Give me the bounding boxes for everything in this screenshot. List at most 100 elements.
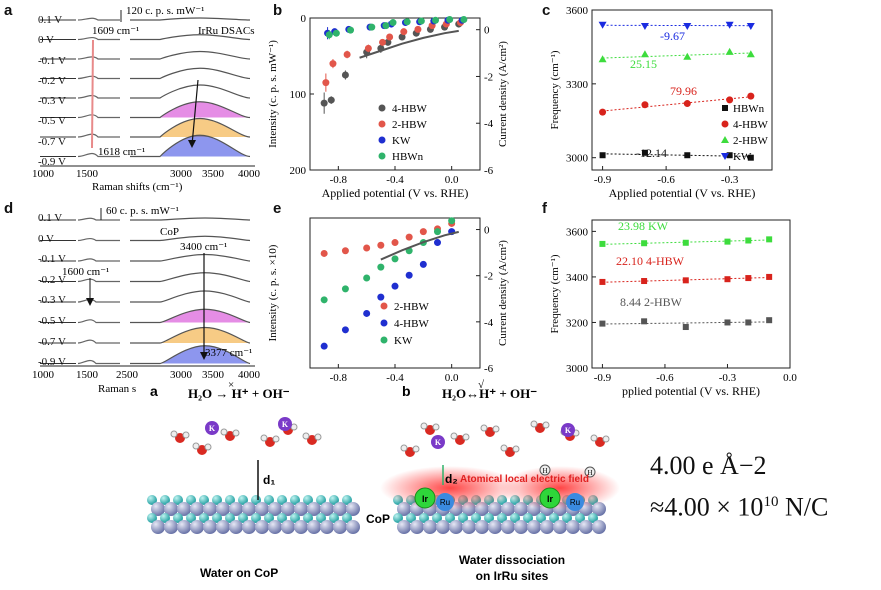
surface-atom <box>579 520 593 534</box>
d1-label: d₁ <box>263 473 275 487</box>
y-tick-label: 3600 <box>566 5 589 17</box>
data-point <box>599 108 607 116</box>
y-tick-label: 100 <box>290 89 307 101</box>
data-point <box>448 217 456 225</box>
x-tick-label: -0.3 <box>719 372 737 384</box>
spectrum-line <box>77 152 120 158</box>
surface-atom <box>264 495 274 505</box>
legend-marker <box>380 319 388 327</box>
data-point <box>377 241 385 249</box>
data-point <box>599 152 606 159</box>
data-point <box>391 239 399 247</box>
hydrogen-atom <box>492 425 500 433</box>
data-point <box>725 21 734 29</box>
data-point <box>389 19 397 27</box>
chart-f: 3000 3200 3400 3600 -0.9 -0.6 -0.3 0.0 pplied po… <box>549 219 797 398</box>
data-point <box>726 152 733 159</box>
panel-a-spectra: 120 c. p. s. mW⁻¹ IrRu DSACs 1609 cm⁻¹ 1… <box>32 5 261 193</box>
data-point <box>641 149 648 156</box>
spectrum-line <box>77 36 120 41</box>
surface-atom <box>514 520 528 534</box>
surface-atom <box>333 520 347 534</box>
hydrogen-atom <box>500 444 508 452</box>
data-point <box>391 255 399 263</box>
legend-marker <box>722 105 728 111</box>
surface-atom <box>445 513 455 523</box>
data-point <box>682 324 689 331</box>
surface-atom <box>342 495 352 505</box>
slope-label: 8.44 2-HBW <box>620 295 683 309</box>
spectrum-line <box>130 326 251 344</box>
right-equation: H₂O↔H⁺ + OH⁻ <box>442 386 537 401</box>
surface-atom <box>540 520 554 534</box>
y2-tick-label: 0 <box>484 225 490 237</box>
surface-atom <box>164 502 178 516</box>
x-axis-label: Applied potential (V vs. RHE) <box>322 186 469 200</box>
surface-atom <box>553 520 567 534</box>
surface-atom <box>510 513 520 523</box>
hydrogen-atom <box>412 445 420 453</box>
surface-atom <box>225 495 235 505</box>
plot-frame <box>591 219 791 369</box>
data-point <box>398 33 406 41</box>
surface-atom <box>436 520 450 534</box>
data-point <box>446 16 454 24</box>
surface-atom <box>346 502 360 516</box>
legend-marker <box>380 302 388 310</box>
surface-atom <box>307 502 321 516</box>
k-label: K <box>209 424 216 433</box>
data-point <box>432 16 440 24</box>
surface-atom <box>203 502 217 516</box>
h-label: H <box>542 467 547 475</box>
surface-atom <box>147 495 157 505</box>
schematic: a b H₂O → H⁺ + OH⁻ × H₂O↔H⁺ + OH⁻ √ K K K K… <box>147 379 620 583</box>
legend-label: KW <box>733 151 752 163</box>
data-point <box>746 23 755 30</box>
y-tick-label: 0 <box>301 13 307 25</box>
water-molecule <box>265 437 275 447</box>
surface-atom <box>333 502 347 516</box>
x-axis-label: Raman shifts (cm⁻¹) <box>92 181 183 193</box>
surface-atom <box>592 520 606 534</box>
xtick: 3000 <box>170 168 193 180</box>
data-point <box>745 275 752 282</box>
y-tick-label: 200 <box>290 165 307 177</box>
slope-label: 79.96 <box>670 84 697 98</box>
surface-atom <box>588 513 598 523</box>
surface-atom <box>199 495 209 505</box>
surface-atom <box>164 520 178 534</box>
surface-atom <box>527 520 541 534</box>
chart-e: -0.8 -0.4 0.0 Intensity (c. p. s. ×10) 0 -2 -4… <box>267 217 509 384</box>
slope-label: -9.67 <box>660 29 685 43</box>
potassium-ion <box>205 421 219 435</box>
data-point <box>726 96 734 104</box>
surface-atom <box>393 513 403 523</box>
surface-atom <box>268 520 282 534</box>
d2-label: d₂ <box>445 472 458 486</box>
spectrum-line <box>130 345 251 365</box>
data-point <box>641 240 648 247</box>
hydrogen-atom <box>182 431 190 439</box>
spectrum-line <box>130 101 251 119</box>
potassium-ion <box>431 435 445 449</box>
potassium-ion <box>561 423 575 437</box>
hydrogen-atom <box>480 424 488 432</box>
hydrogen-atom <box>314 433 322 441</box>
data-point <box>434 228 441 236</box>
xtick: 1000 <box>32 369 55 381</box>
hydrogen-atom <box>272 435 280 443</box>
surface-atom <box>255 520 269 534</box>
hydrogen-atom <box>204 443 212 451</box>
data-point <box>400 28 408 36</box>
xtick: 3500 <box>202 369 225 381</box>
surface-atom <box>316 495 326 505</box>
left-eq-mark: × <box>228 379 234 391</box>
spectrum-line <box>77 114 120 119</box>
field-label: Atomical local electric field <box>460 474 589 485</box>
y2-tick-label: -2 <box>484 271 493 283</box>
right-caption-line1: Water dissociation <box>459 553 565 567</box>
legend-label: HBWn <box>392 151 424 163</box>
data-point <box>599 240 606 247</box>
data-point <box>419 228 427 236</box>
surface-atom <box>536 513 546 523</box>
